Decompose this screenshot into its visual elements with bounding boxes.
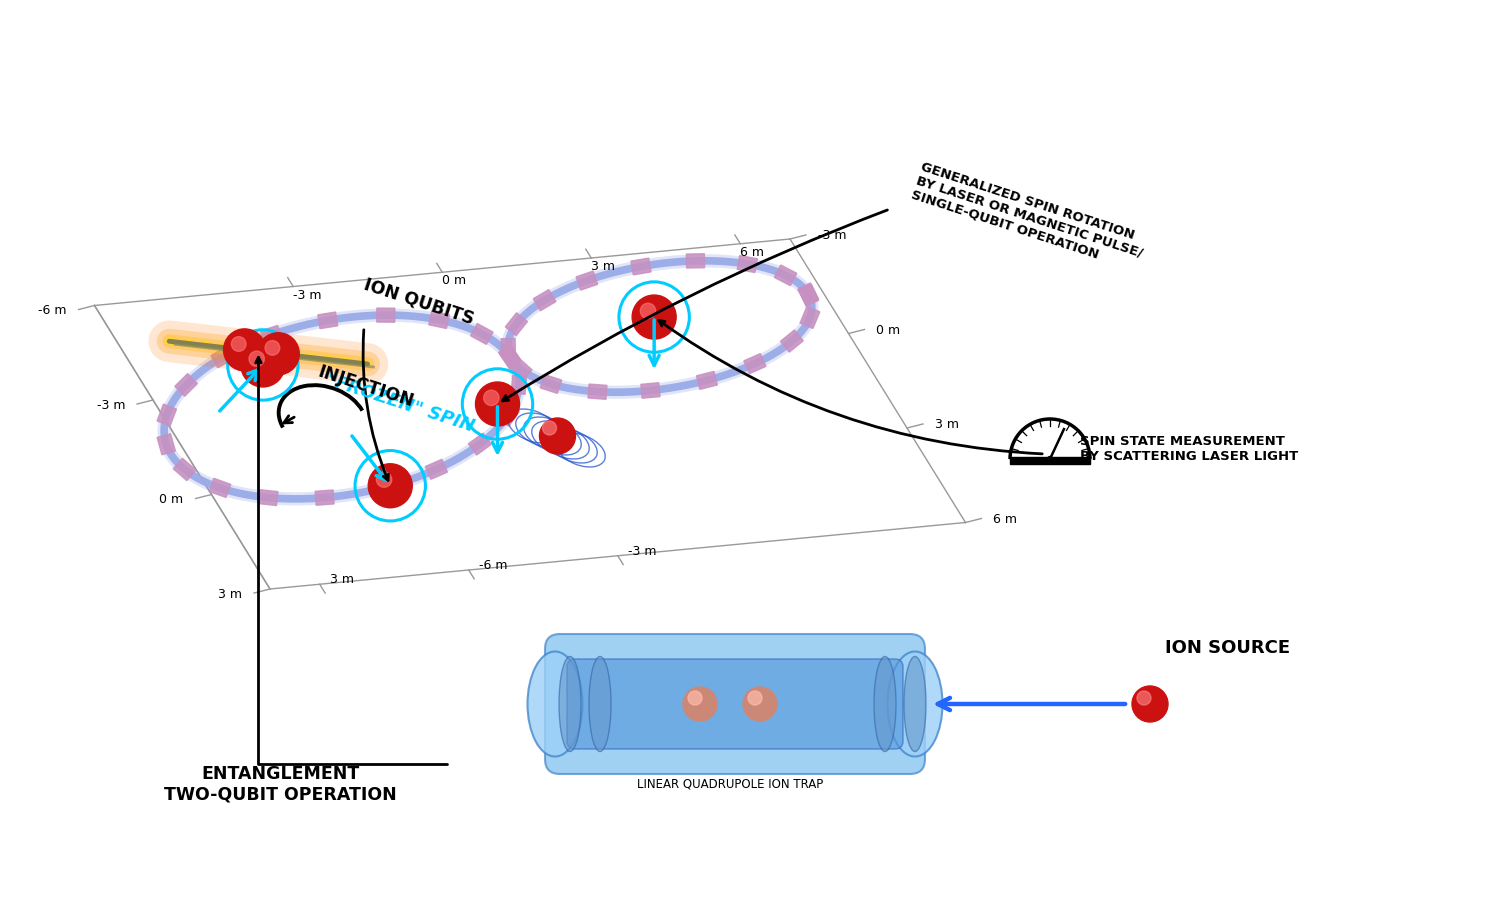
Bar	[506, 313, 528, 336]
Bar	[576, 272, 597, 290]
Text: 3 m: 3 m	[330, 573, 354, 585]
Text: 6 m: 6 m	[993, 513, 1017, 526]
Bar	[510, 358, 532, 380]
Text: "FROZEN" SPIN: "FROZEN" SPIN	[324, 370, 477, 435]
Text: 0 m: 0 m	[442, 274, 466, 287]
Bar	[372, 480, 393, 497]
Bar	[498, 346, 520, 368]
Bar	[500, 346, 520, 369]
Text: ENTANGLEMENT
TWO-QUBIT OPERATION: ENTANGLEMENT TWO-QUBIT OPERATION	[164, 765, 396, 803]
Text: 3 m: 3 m	[591, 260, 615, 273]
Text: 0 m: 0 m	[876, 323, 900, 336]
Bar	[376, 309, 394, 323]
Bar	[429, 312, 450, 329]
FancyBboxPatch shape	[567, 659, 903, 749]
Bar	[696, 372, 717, 390]
Bar	[172, 459, 196, 481]
Circle shape	[1137, 691, 1150, 705]
Circle shape	[540, 418, 576, 455]
Text: -3 m: -3 m	[96, 398, 124, 411]
Bar	[158, 434, 176, 455]
Bar	[632, 259, 651, 276]
Bar	[744, 354, 766, 374]
Text: GENERALIZED SPIN ROTATION
BY LASER OR MAGNETIC PULSE/
SINGLE-QUBIT OPERATION: GENERALIZED SPIN ROTATION BY LASER OR MA…	[910, 160, 1149, 274]
Bar	[315, 491, 334, 505]
Ellipse shape	[528, 652, 582, 756]
Circle shape	[1047, 457, 1053, 462]
Bar	[1010, 458, 1090, 464]
Circle shape	[483, 391, 500, 406]
Bar	[426, 460, 447, 480]
Text: 3 m: 3 m	[934, 418, 958, 431]
FancyBboxPatch shape	[544, 634, 926, 774]
Text: SPIN STATE MEASUREMENT
BY SCATTERING LASER LIGHT: SPIN STATE MEASUREMENT BY SCATTERING LAS…	[1080, 435, 1298, 462]
Circle shape	[266, 341, 280, 356]
Bar	[640, 383, 660, 399]
Circle shape	[742, 687, 777, 721]
Bar	[687, 255, 705, 268]
Bar	[774, 266, 796, 287]
Circle shape	[748, 691, 762, 705]
Text: 0 m: 0 m	[159, 493, 183, 505]
Bar	[468, 434, 490, 456]
Bar	[501, 339, 516, 357]
Bar	[261, 326, 282, 345]
Text: -6 m: -6 m	[38, 303, 66, 317]
Bar	[798, 284, 819, 306]
Ellipse shape	[904, 657, 926, 752]
Circle shape	[249, 352, 264, 367]
Circle shape	[231, 337, 246, 352]
Bar	[534, 290, 556, 312]
Circle shape	[632, 296, 676, 340]
Bar	[540, 375, 561, 394]
Circle shape	[1132, 686, 1168, 722]
Text: 6 m: 6 m	[740, 245, 764, 258]
Ellipse shape	[590, 657, 610, 752]
Ellipse shape	[874, 657, 896, 752]
Bar	[176, 374, 198, 397]
Text: 3 m: 3 m	[217, 587, 242, 600]
Circle shape	[224, 330, 266, 371]
Text: ION SOURCE: ION SOURCE	[1166, 639, 1290, 656]
Text: -3 m: -3 m	[628, 544, 657, 557]
Text: INJECTION: INJECTION	[315, 363, 417, 411]
Bar	[798, 285, 819, 307]
Bar	[158, 404, 177, 426]
Text: -3 m: -3 m	[292, 289, 321, 301]
Bar	[258, 490, 278, 506]
Text: ION QUBITS: ION QUBITS	[362, 276, 476, 328]
Bar	[471, 324, 494, 345]
Bar	[588, 385, 608, 400]
Bar	[209, 479, 231, 498]
Bar	[512, 376, 526, 395]
Ellipse shape	[560, 657, 580, 752]
Circle shape	[476, 382, 519, 426]
Bar	[780, 331, 804, 353]
Circle shape	[369, 464, 413, 508]
Bar	[800, 307, 820, 329]
Bar	[318, 312, 338, 329]
Circle shape	[258, 334, 300, 375]
Text: -3 m: -3 m	[818, 229, 846, 243]
Circle shape	[543, 422, 556, 436]
Circle shape	[376, 472, 392, 488]
Bar	[736, 256, 758, 273]
Text: -6 m: -6 m	[478, 558, 507, 572]
Bar	[498, 404, 519, 426]
Circle shape	[688, 691, 702, 705]
Text: LINEAR QUADRUPOLE ION TRAP: LINEAR QUADRUPOLE ION TRAP	[638, 777, 824, 790]
Circle shape	[640, 304, 656, 319]
Circle shape	[682, 687, 717, 721]
Circle shape	[242, 344, 285, 388]
Bar	[211, 347, 234, 369]
Ellipse shape	[888, 652, 942, 756]
